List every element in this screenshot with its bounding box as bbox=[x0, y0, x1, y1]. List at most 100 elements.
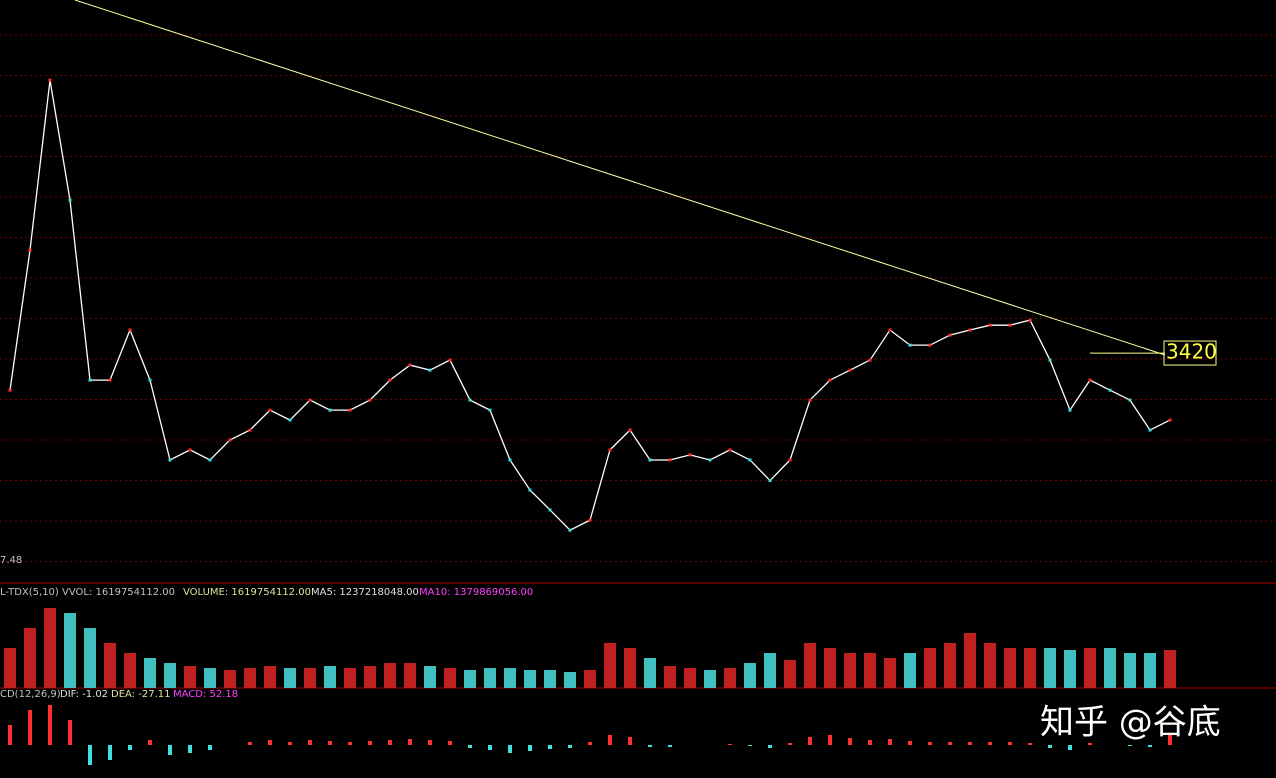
volume-bar bbox=[964, 633, 976, 688]
price-point bbox=[8, 388, 12, 392]
volume-bar bbox=[184, 666, 196, 688]
price-point bbox=[708, 458, 712, 462]
volume-bar bbox=[384, 663, 396, 688]
price-point bbox=[148, 378, 152, 382]
price-point bbox=[628, 428, 632, 432]
price-point bbox=[868, 358, 872, 362]
macd-bar bbox=[368, 741, 372, 745]
volume-header: L-TDX(5,10) bbox=[0, 587, 59, 598]
volume-bar bbox=[584, 670, 596, 688]
macd-bar bbox=[848, 738, 852, 745]
volume-bar bbox=[864, 653, 876, 688]
macd-bar bbox=[968, 742, 972, 745]
level-box bbox=[1163, 340, 1217, 366]
volume-bar bbox=[24, 628, 36, 688]
macd-bar bbox=[268, 740, 272, 745]
macd-bar bbox=[828, 735, 832, 745]
price-point bbox=[1148, 428, 1152, 432]
price-point bbox=[68, 198, 72, 202]
macd-bar bbox=[548, 745, 552, 749]
macd-bar bbox=[648, 745, 652, 747]
price-point bbox=[588, 518, 592, 522]
macd-bar bbox=[328, 741, 332, 745]
macd-bar bbox=[108, 745, 112, 760]
price-point bbox=[828, 378, 832, 382]
price-point bbox=[128, 328, 132, 332]
price-point bbox=[848, 368, 852, 372]
volume-bar bbox=[244, 668, 256, 688]
macd-bar bbox=[908, 741, 912, 745]
volume-bar bbox=[744, 663, 756, 688]
volume-bar bbox=[784, 660, 796, 688]
volume-bar bbox=[1084, 648, 1096, 688]
volume-bar bbox=[1044, 648, 1056, 688]
macd-bar bbox=[28, 710, 32, 745]
macd-bar bbox=[608, 735, 612, 745]
macd-header: MACD: 52.18 bbox=[173, 689, 238, 700]
price-point bbox=[388, 378, 392, 382]
price-point bbox=[428, 368, 432, 372]
price-point bbox=[1088, 378, 1092, 382]
volume-bar bbox=[424, 666, 436, 688]
volume-bar bbox=[204, 668, 216, 688]
macd-bar bbox=[868, 740, 872, 745]
macd-bar bbox=[248, 742, 252, 745]
volume-bar bbox=[224, 670, 236, 688]
volume-bar bbox=[504, 668, 516, 688]
price-point bbox=[328, 408, 332, 412]
volume-bar bbox=[544, 670, 556, 688]
price-point bbox=[248, 428, 252, 432]
volume-bar bbox=[704, 670, 716, 688]
volume-bar bbox=[1064, 650, 1076, 688]
macd-bar bbox=[1168, 734, 1172, 745]
macd-bar bbox=[8, 725, 12, 745]
price-point bbox=[228, 438, 232, 442]
volume-bar bbox=[304, 668, 316, 688]
price-point bbox=[528, 488, 532, 492]
macd-bar bbox=[1008, 742, 1012, 745]
price-point bbox=[1048, 358, 1052, 362]
volume-bar bbox=[124, 653, 136, 688]
price-point bbox=[1168, 418, 1172, 422]
macd-bar bbox=[488, 745, 492, 750]
price-point bbox=[168, 458, 172, 462]
volume-bar bbox=[984, 643, 996, 688]
price-point bbox=[88, 378, 92, 382]
volume-bar bbox=[664, 666, 676, 688]
volume-bar bbox=[404, 663, 416, 688]
price-point bbox=[1028, 318, 1032, 322]
price-point bbox=[568, 528, 572, 532]
macd-bar bbox=[1068, 745, 1072, 750]
macd-bar bbox=[388, 740, 392, 745]
price-point bbox=[648, 458, 652, 462]
volume-bar bbox=[924, 648, 936, 688]
volume-bar bbox=[724, 668, 736, 688]
price-line bbox=[9, 80, 1171, 531]
volume-bar bbox=[264, 666, 276, 688]
macd-bar bbox=[768, 745, 772, 748]
volume-bar bbox=[764, 653, 776, 688]
volume-bar bbox=[564, 672, 576, 688]
price-point bbox=[348, 408, 352, 412]
price-point bbox=[468, 398, 472, 402]
volume-header: VVOL: 1619754112.00 bbox=[62, 587, 175, 598]
volume-bar bbox=[684, 668, 696, 688]
price-point bbox=[48, 78, 52, 82]
macd-bar bbox=[948, 742, 952, 745]
price-point bbox=[768, 479, 772, 483]
volume-bar bbox=[464, 670, 476, 688]
price-point bbox=[408, 363, 412, 367]
price-point bbox=[808, 398, 812, 402]
volume-bar bbox=[344, 668, 356, 688]
macd-bar bbox=[48, 705, 52, 745]
price-point bbox=[788, 458, 792, 462]
volume-bar bbox=[1024, 648, 1036, 688]
macd-header: DIF: -1.02 bbox=[60, 689, 108, 700]
watermark: 知乎 @谷底 bbox=[1040, 703, 1221, 743]
macd-bar bbox=[928, 742, 932, 745]
price-point bbox=[268, 408, 272, 412]
volume-bar bbox=[944, 643, 956, 688]
price-point bbox=[908, 343, 912, 347]
macd-bar bbox=[308, 740, 312, 745]
